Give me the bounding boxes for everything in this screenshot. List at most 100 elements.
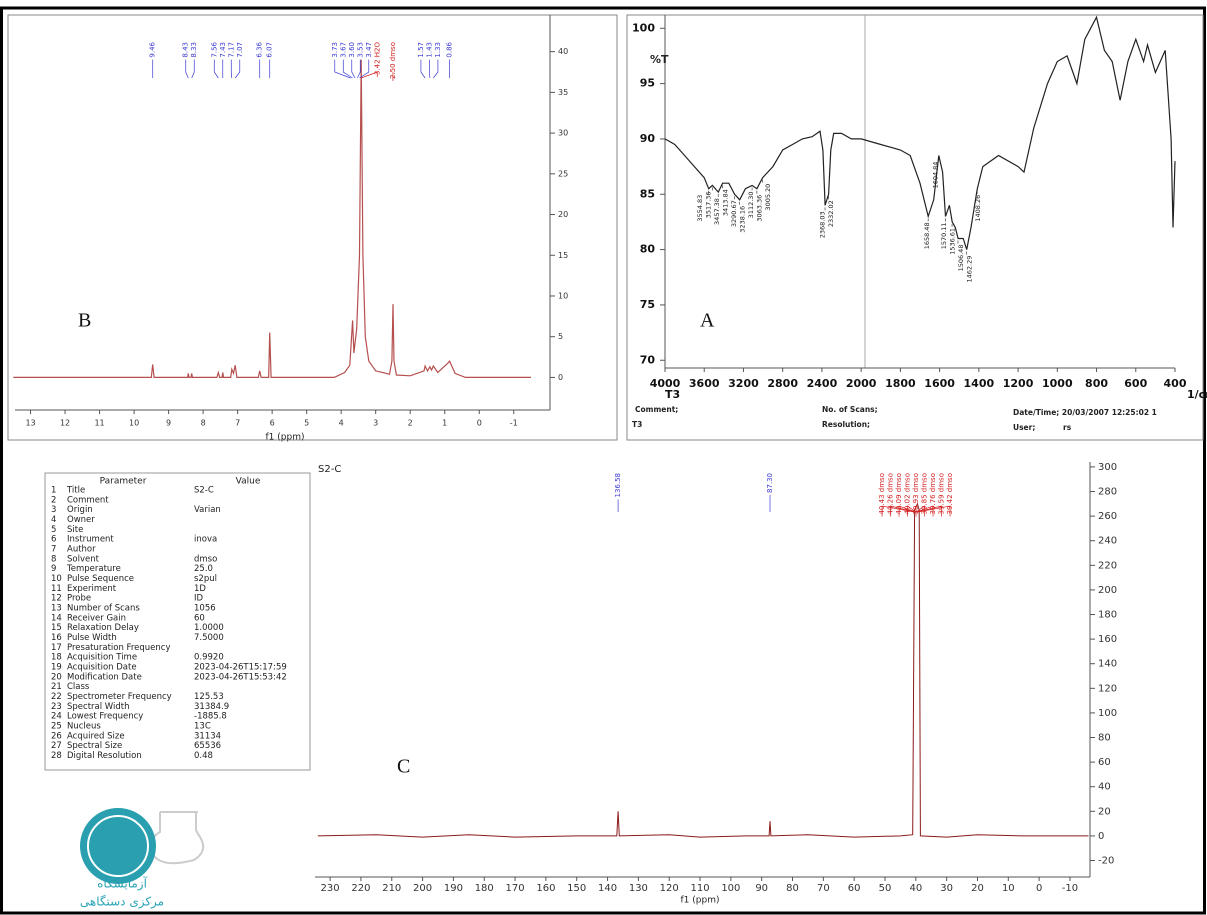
table-cell: Presaturation Frequency: [67, 643, 170, 653]
table-cell: Class: [67, 682, 90, 692]
table-cell: 25: [51, 721, 62, 731]
peak-connector: [421, 60, 425, 78]
x-tick-label: 1800: [885, 377, 916, 390]
y-tick-label: 140: [1098, 659, 1117, 670]
x-tick-label: 70: [817, 883, 830, 894]
y-tick-label: 20: [558, 210, 568, 219]
table-cell: 28: [51, 751, 62, 761]
x-tick-label: 1400: [964, 377, 995, 390]
peak-label: 1.43: [425, 42, 433, 58]
panel-label: B: [78, 310, 91, 332]
x-tick-label: 110: [690, 883, 709, 894]
table-cell: Varian: [194, 505, 221, 515]
y-tick-label: 40: [558, 47, 568, 56]
table-cell: inova: [194, 535, 217, 545]
peak-connector: [235, 60, 240, 78]
table-cell: Title: [66, 486, 85, 496]
peak-label: 3005.20: [764, 184, 772, 211]
x-tick-label: 3600: [689, 377, 720, 390]
x-tick-label: 150: [567, 883, 586, 894]
peak-label: 3517.36: [705, 191, 713, 218]
y-tick-label: 40: [1098, 782, 1111, 793]
table-cell: Pulse Sequence: [67, 574, 134, 584]
peak-label: 3.42 H2O: [373, 42, 381, 76]
table-cell: Probe: [67, 594, 91, 604]
peak-label: 3554.83: [696, 195, 704, 222]
x-tick-label: 12: [60, 419, 70, 428]
x-tick-label: 0: [1036, 883, 1042, 894]
table-cell: 13: [51, 603, 62, 613]
x-tick-label: 2: [408, 419, 413, 428]
peak-label: 7.43: [219, 42, 227, 58]
peak-label: 3.47: [365, 42, 373, 58]
y-tick-label: 80: [1098, 733, 1111, 744]
footer-text: Date/Time; 20/03/2007 12:25:02 1: [1013, 408, 1157, 417]
peak-label: 0.86: [446, 41, 454, 57]
chart-title: S2-C: [318, 464, 341, 475]
x-tick-label: 8: [201, 419, 206, 428]
table-cell: 14: [51, 613, 62, 623]
peak-label: 7.17: [227, 42, 235, 58]
peak-connector: [433, 60, 438, 78]
table-cell: S2-C: [194, 486, 214, 496]
x-tick-label: 3200: [728, 377, 759, 390]
table-cell: 60: [194, 613, 205, 623]
table-cell: 16: [51, 633, 62, 643]
table-cell: 125.53: [194, 692, 224, 702]
peak-label: 1462.29: [965, 256, 973, 283]
peak-connector: [214, 60, 218, 78]
x-tick-label: 50: [879, 883, 892, 894]
logo-text: آزمایشگاه: [97, 876, 147, 892]
y-tick-label: 260: [1098, 511, 1117, 522]
x-unit-label: 1/cm: [1187, 388, 1207, 401]
y-tick-label: 0: [1098, 831, 1104, 842]
x-tick-label: 170: [506, 883, 525, 894]
table-cell: Acquisition Time: [67, 653, 137, 663]
table-cell: 11: [51, 584, 62, 594]
table-cell: 31134: [194, 731, 221, 741]
x-tick-label: 190: [444, 883, 463, 894]
peak-label: 2332.02: [827, 200, 835, 227]
x-tick-label: 200: [413, 883, 432, 894]
peak-label: 1604.84: [931, 162, 939, 189]
y-tick-label: 80: [640, 243, 656, 256]
table-cell: Spectral Size: [67, 741, 122, 751]
peak-label: 2368.03: [819, 211, 827, 238]
peak-label: 8.43: [182, 42, 190, 58]
table-cell: 12: [51, 594, 62, 604]
table-cell: 65536: [194, 741, 221, 751]
y-tick-label: 70: [640, 353, 656, 366]
x-tick-label: 40: [909, 883, 922, 894]
peak-label: 1.57: [417, 42, 425, 58]
panel-b-frame: [8, 15, 617, 440]
x-tick-label: 130: [629, 883, 648, 894]
peak-connector: [186, 60, 189, 78]
x-tick-label: 90: [755, 883, 768, 894]
x-tick-label: 180: [475, 883, 494, 894]
peak-label: 8.33: [190, 42, 198, 58]
table-cell: 31384.9: [194, 702, 229, 712]
table-cell: Origin: [67, 505, 93, 515]
x-tick-label: 20: [971, 883, 984, 894]
y-tick-label: 120: [1098, 683, 1117, 694]
y-tick-label: 90: [640, 132, 656, 145]
table-cell: 26: [51, 731, 62, 741]
x-tick-label: 1600: [924, 377, 955, 390]
logo-seal: [80, 808, 156, 884]
table-cell: 0.48: [194, 751, 213, 761]
table-cell: Experiment: [67, 584, 117, 594]
peak-label: 6.36: [256, 41, 264, 57]
outer-frame: [2, 8, 1205, 913]
peak-label: 3.67: [339, 42, 347, 58]
x-axis-label: f1 (ppm): [266, 433, 305, 443]
x-tick-label: 2400: [807, 377, 838, 390]
table-cell: 8: [51, 554, 56, 564]
table-cell: 9: [51, 564, 56, 574]
table-cell: Spectral Width: [67, 702, 130, 712]
peak-label: 3.53: [356, 42, 364, 58]
table-cell: Acquisition Date: [67, 662, 137, 672]
x-tick-label: 220: [351, 883, 370, 894]
y-tick-label: 85: [640, 187, 655, 200]
x-tick-label: 1000: [1042, 377, 1073, 390]
footer-text: rs: [1063, 423, 1072, 432]
